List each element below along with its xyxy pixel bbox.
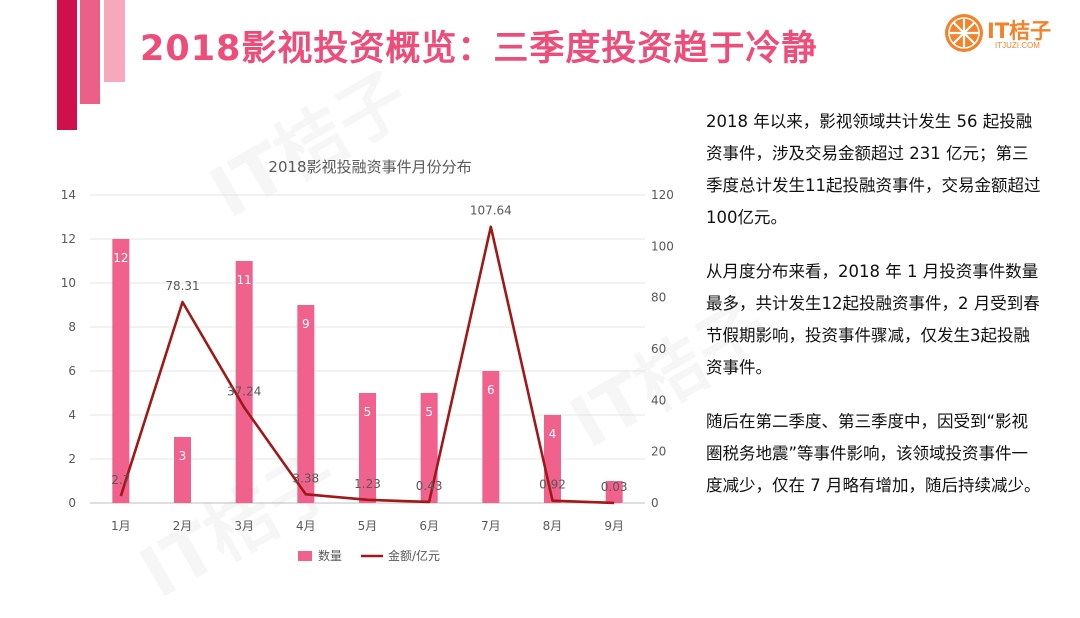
line-data-label: 107.64 — [470, 204, 512, 218]
paragraph-trend: 随后在第二季度、第三季度中，因受到“影视圈税务地震”等事件影响，该领域投资事件一… — [706, 412, 1041, 495]
bar — [112, 239, 130, 503]
paragraph-monthly: 从月度分布来看，2018 年 1 月投资事件数量最多，共计发生12起投融资事件，… — [706, 262, 1040, 377]
line-data-label: 0.03 — [601, 480, 628, 494]
x-tick-label: 6月 — [419, 519, 439, 533]
decor-bar-light — [104, 0, 125, 82]
line-data-label: 0.92 — [539, 478, 566, 492]
line-data-label: 3.38 — [292, 471, 319, 485]
bar-data-label: 5 — [364, 405, 372, 419]
x-tick-label: 3月 — [234, 519, 254, 533]
y-right-tick: 60 — [651, 342, 666, 356]
bar — [297, 305, 315, 503]
combo-chart: 2018影视投融资事件月份分布 0 2 4 6 8 10 12 14 0 20 40 60 80 100… — [61, 158, 674, 563]
paragraph-summary: 2018 年以来，影视领域共计发生 56 起投融资事件，涉及交易金额超过 231… — [706, 112, 1041, 227]
line-data-label: 0.43 — [416, 479, 443, 493]
y-right-tick: 0 — [651, 496, 659, 510]
bar — [359, 393, 376, 503]
x-tick-label: 9月 — [604, 519, 624, 533]
legend-bar-label: 数量 — [318, 548, 342, 563]
y-left-tick: 6 — [68, 364, 76, 378]
y-left-tick: 12 — [61, 232, 76, 246]
decor-bar-dark — [57, 0, 77, 130]
amount-line — [119, 225, 615, 505]
bar-data-label: 6 — [487, 383, 495, 397]
y-left-tick: 0 — [68, 496, 76, 510]
logo-domain: ITJUZI.COM — [995, 41, 1040, 50]
bar-data-label: 3 — [179, 449, 187, 463]
y-right-tick: 20 — [651, 445, 666, 459]
y-left-tick: 2 — [68, 452, 76, 466]
line-data-label: 2.7 — [111, 473, 130, 487]
line-data-label: 37.24 — [227, 384, 261, 398]
y-right-tick: 120 — [651, 188, 674, 202]
y-right-tick: 100 — [651, 239, 674, 253]
bar-data-label: 4 — [549, 427, 557, 441]
bar — [482, 371, 500, 503]
decor-bar-mid — [80, 0, 100, 104]
y-left-tick: 14 — [61, 188, 76, 202]
bar — [174, 437, 191, 503]
chart-title: 2018影视投融资事件月份分布 — [268, 158, 471, 176]
x-tick-label: 7月 — [481, 519, 501, 533]
logo-brand: IT桔子 — [987, 19, 1052, 43]
line-data-label: 1.23 — [354, 477, 381, 491]
page-title: 2018影视投资概览：三季度投资趋于冷静 — [140, 29, 818, 69]
legend-line-label: 金额/亿元 — [388, 548, 440, 563]
bar-data-label: 5 — [425, 405, 433, 419]
x-tick-label: 2月 — [173, 519, 193, 533]
bar-data-label: 12 — [113, 251, 128, 265]
orange-icon — [945, 14, 983, 52]
y-left-tick: 4 — [68, 408, 76, 422]
bar-data-label: 9 — [302, 317, 310, 331]
logo: IT桔子 ITJUZI.COM — [945, 14, 1070, 54]
x-tick-label: 1月 — [111, 519, 131, 533]
bar — [605, 481, 623, 503]
bar — [235, 261, 253, 503]
legend-bar-swatch — [298, 551, 312, 561]
bar — [420, 393, 438, 503]
bar-data-label: 11 — [237, 273, 252, 287]
x-tick-label: 4月 — [296, 519, 316, 533]
y-left-tick: 10 — [61, 276, 76, 290]
description: 2018 年以来，影视领域共计发生 56 起投融资事件，涉及交易金额超过 231… — [706, 106, 1041, 524]
y-right-tick: 80 — [651, 291, 666, 305]
y-left-tick: 8 — [68, 320, 76, 334]
line-data-label: 78.31 — [165, 279, 199, 293]
y-right-tick: 40 — [651, 393, 666, 407]
x-tick-label: 5月 — [358, 519, 378, 533]
x-tick-label: 8月 — [543, 519, 563, 533]
